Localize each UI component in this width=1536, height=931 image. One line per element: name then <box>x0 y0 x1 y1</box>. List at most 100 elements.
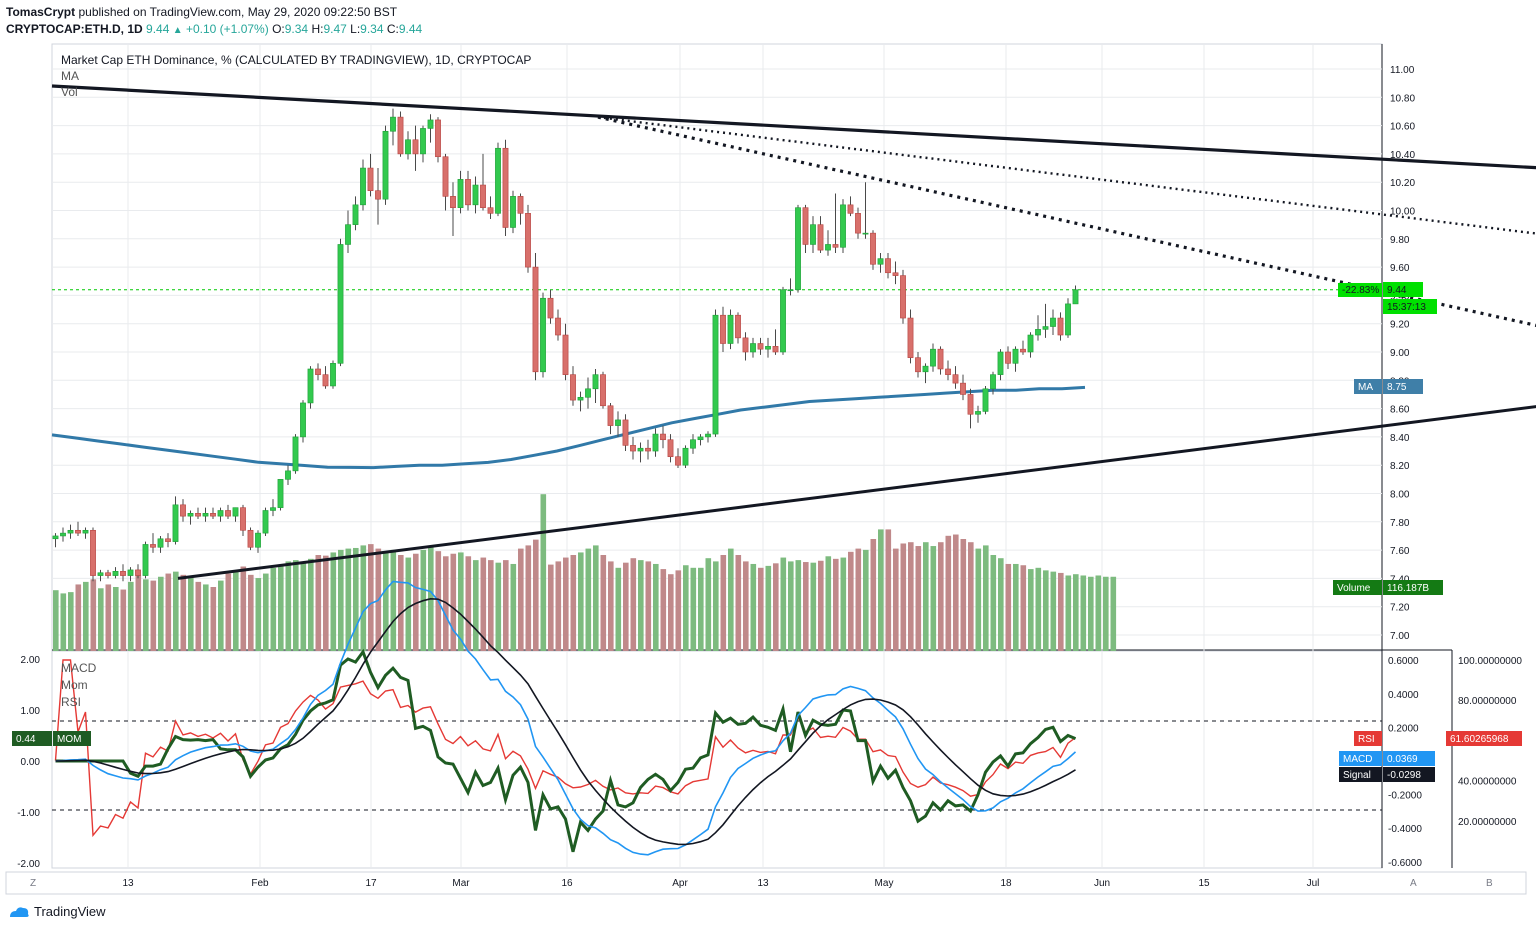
price-tick-label: 7.00 <box>1390 631 1410 642</box>
candle-body <box>832 244 839 248</box>
author-name[interactable]: TomasCrypt <box>6 5 76 19</box>
candle-body <box>345 224 351 245</box>
price-tick-label: 9.20 <box>1390 320 1410 331</box>
ma-value-badge-text: 8.75 <box>1387 382 1407 393</box>
volume-bar <box>1005 563 1012 651</box>
candle-body <box>772 346 779 353</box>
candle-body <box>990 374 996 390</box>
volume-bar <box>218 580 224 651</box>
volume-bar <box>930 546 937 651</box>
macd-tick-label: 0.6000 <box>1388 656 1419 667</box>
time-tick-label: 18 <box>1000 878 1012 889</box>
volume-bar <box>180 574 187 651</box>
candle-body <box>435 119 441 158</box>
volume-bar <box>1020 565 1027 651</box>
candle-body <box>795 207 801 291</box>
candle-body <box>225 510 231 517</box>
volume-bar <box>143 579 149 651</box>
volume-bar <box>255 578 262 651</box>
volume-bar <box>90 579 97 651</box>
volume-bar <box>1065 575 1072 651</box>
volume-bar <box>840 557 847 651</box>
rsi-line <box>54 659 1076 838</box>
mom-tick-label: 0.00 <box>21 757 41 768</box>
volume-bar <box>675 570 682 651</box>
macd-tick-label: 0.4000 <box>1388 690 1419 701</box>
candle-body <box>727 314 734 344</box>
volume-bar <box>698 567 704 651</box>
candle-body <box>885 258 891 274</box>
candle-body <box>240 507 246 531</box>
mom-value-badge-text: 0.44 <box>16 734 36 745</box>
price-badge-text: 9.44 <box>1387 285 1407 296</box>
volume-bar <box>728 548 734 651</box>
candle-body <box>172 504 179 542</box>
candle-body <box>195 513 201 517</box>
candle-body <box>270 507 276 511</box>
price-change: +0.10 (+1.07%) <box>185 22 269 36</box>
time-tick-label: Apr <box>672 878 688 889</box>
volume-bar <box>833 558 839 651</box>
volume-bar <box>368 544 374 651</box>
volume-bar <box>270 567 277 651</box>
candle-body <box>1005 351 1011 364</box>
volume-bar <box>765 565 772 651</box>
candle-body <box>615 419 621 426</box>
macd-value-badge-box <box>1383 751 1435 766</box>
candle-body <box>720 314 726 344</box>
candle-body <box>937 348 944 370</box>
rsi-label-badge-box <box>1354 731 1382 746</box>
price-badge-box <box>1383 282 1423 297</box>
candle-body <box>397 116 404 155</box>
volume-bar <box>900 543 907 651</box>
price-tick-label: 7.80 <box>1390 518 1410 529</box>
volume-bar <box>503 560 509 651</box>
volume-bar <box>398 555 404 651</box>
volume-bar <box>458 552 464 651</box>
candle-body <box>487 207 494 214</box>
volume-bar <box>1058 572 1064 651</box>
volume-bar <box>608 561 614 651</box>
volume-bar <box>1110 576 1117 651</box>
volume-bar <box>915 546 922 651</box>
trendline-lower-support <box>177 405 1536 580</box>
tradingview-logo[interactable]: TradingView <box>8 904 106 919</box>
chart-grid <box>51 43 1453 869</box>
candle-body <box>420 128 426 155</box>
volume-bar <box>938 542 944 651</box>
price-tick-label: 10.00 <box>1390 207 1415 218</box>
volume-bar <box>638 560 644 651</box>
candle-body <box>1035 329 1041 336</box>
volume-bar <box>128 581 134 651</box>
candle-body <box>360 167 366 206</box>
volume-bar <box>360 545 367 651</box>
candle-body <box>352 204 359 225</box>
open-value: 9.34 <box>284 22 309 36</box>
candle-body <box>285 470 291 480</box>
candle-body <box>105 572 111 576</box>
volume-bar <box>870 539 877 651</box>
candle-body <box>682 447 689 466</box>
candle-body <box>375 190 381 200</box>
candle-body <box>1065 303 1071 336</box>
volume-bar <box>323 555 329 651</box>
volume-bar <box>848 551 854 651</box>
price-tick-label: 9.00 <box>1390 348 1410 359</box>
volume-bar <box>660 569 667 651</box>
candle-body <box>780 289 786 353</box>
symbol-label: CRYPTOCAP:ETH.D, 1D <box>6 22 143 36</box>
volume-bar <box>293 560 299 651</box>
candle-body <box>892 272 899 276</box>
price-tick-label: 10.60 <box>1390 122 1415 133</box>
candle-body <box>427 119 434 129</box>
volume-bar <box>518 548 524 651</box>
macd-tick-label: -0.6000 <box>1388 858 1422 869</box>
pct-badge-box <box>1338 283 1382 297</box>
time-tick-label: May <box>875 878 894 889</box>
volume-bar <box>173 571 179 651</box>
candle-body <box>262 510 269 534</box>
volume-bar <box>203 584 209 651</box>
candle-body <box>667 439 674 458</box>
countdown-badge-box <box>1383 299 1437 314</box>
